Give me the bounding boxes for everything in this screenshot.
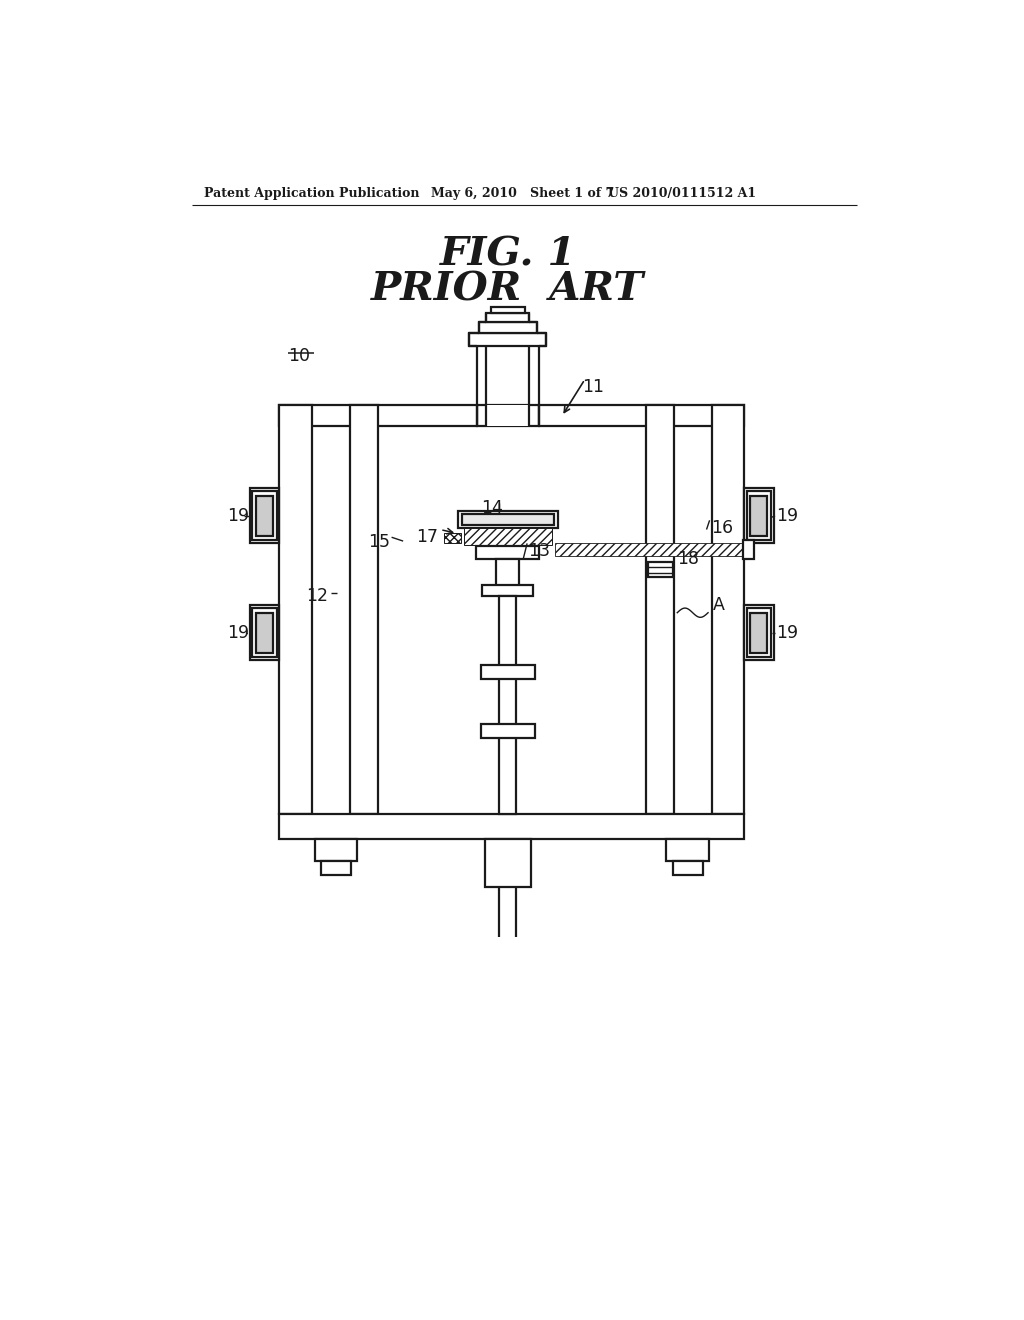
Bar xyxy=(464,528,552,545)
Text: 19: 19 xyxy=(226,507,249,524)
Bar xyxy=(256,496,273,536)
Bar xyxy=(484,840,531,887)
Bar xyxy=(648,562,673,577)
Text: 18: 18 xyxy=(677,549,699,568)
Bar xyxy=(746,491,771,540)
Text: 10: 10 xyxy=(289,347,310,366)
Bar xyxy=(476,546,540,558)
Text: 19: 19 xyxy=(226,624,249,642)
Bar xyxy=(751,496,767,536)
Text: 13: 13 xyxy=(528,543,550,560)
Bar xyxy=(744,605,773,660)
Bar xyxy=(252,491,276,540)
Text: 16: 16 xyxy=(711,519,733,537)
Bar xyxy=(539,405,744,426)
Bar xyxy=(250,488,280,544)
Text: PRIOR  ART: PRIOR ART xyxy=(372,271,644,308)
Bar xyxy=(555,544,743,556)
Bar xyxy=(486,405,529,426)
Bar xyxy=(350,405,378,814)
Bar xyxy=(673,861,702,875)
Bar xyxy=(712,405,744,814)
Bar xyxy=(743,540,755,558)
Bar xyxy=(477,405,539,426)
Bar xyxy=(646,405,674,814)
Bar xyxy=(486,313,529,322)
Text: 15: 15 xyxy=(368,533,390,552)
Bar xyxy=(481,665,535,678)
Bar xyxy=(280,405,311,814)
Bar xyxy=(481,725,535,738)
Bar xyxy=(462,515,554,525)
Text: A: A xyxy=(713,597,725,614)
Bar xyxy=(458,511,558,528)
Text: 14: 14 xyxy=(480,499,503,516)
Bar xyxy=(746,609,771,657)
Bar xyxy=(250,605,280,660)
Text: 12: 12 xyxy=(306,587,329,606)
Text: Patent Application Publication: Patent Application Publication xyxy=(204,187,419,199)
Bar xyxy=(490,308,525,313)
Text: US 2010/0111512 A1: US 2010/0111512 A1 xyxy=(608,187,756,199)
Bar xyxy=(482,585,534,595)
Bar xyxy=(469,333,547,346)
Bar xyxy=(500,595,516,814)
Bar xyxy=(256,612,273,653)
Bar xyxy=(478,322,538,333)
Bar xyxy=(497,558,519,586)
Text: 11: 11 xyxy=(582,378,604,396)
Bar xyxy=(744,488,773,544)
Bar xyxy=(321,861,351,875)
Bar xyxy=(280,405,477,426)
Bar xyxy=(314,840,357,861)
Text: 19: 19 xyxy=(776,624,799,642)
Text: May 6, 2010   Sheet 1 of 7: May 6, 2010 Sheet 1 of 7 xyxy=(431,187,614,199)
Text: 17: 17 xyxy=(417,528,438,546)
Bar xyxy=(751,612,767,653)
Bar xyxy=(252,609,276,657)
Bar xyxy=(280,814,744,840)
Bar xyxy=(667,840,709,861)
Bar xyxy=(444,533,461,544)
Text: FIG. 1: FIG. 1 xyxy=(439,235,577,273)
Text: 19: 19 xyxy=(776,507,799,524)
